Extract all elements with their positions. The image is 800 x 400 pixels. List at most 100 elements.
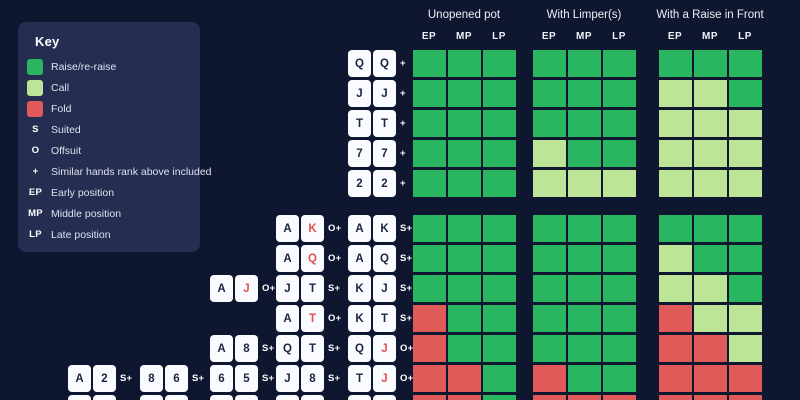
action-cell-raise (603, 275, 636, 302)
card: A (276, 305, 299, 332)
action-cell-raise (448, 50, 481, 77)
position-header: MP (702, 31, 718, 42)
key-symbol-item: LP Late position (27, 224, 190, 245)
action-cell-raise (413, 50, 446, 77)
key-symbol-item: EP Early position (27, 182, 190, 203)
card: A (68, 365, 91, 392)
key-legend: Raise/re-raise Call Fold (27, 56, 190, 119)
raise-swatch-icon (27, 58, 43, 75)
action-cell-fold (694, 395, 727, 400)
action-cell-raise (483, 305, 516, 332)
card: J (276, 275, 299, 302)
hand-suffix: + (400, 58, 406, 69)
action-cell-call (533, 170, 566, 197)
action-cell-raise (568, 275, 601, 302)
card: 6 (210, 365, 233, 392)
hand-suffix: S+ (192, 373, 205, 384)
action-cell-fold (413, 305, 446, 332)
action-cell-call (729, 305, 762, 332)
action-cell-raise (483, 275, 516, 302)
action-cell-raise (533, 245, 566, 272)
action-cell-call (533, 140, 566, 167)
action-cell-raise (568, 50, 601, 77)
card: 5 (235, 365, 258, 392)
action-cell-fold (694, 335, 727, 362)
action-cell-raise (603, 110, 636, 137)
action-cell-fold (533, 365, 566, 392)
position-header: EP (421, 31, 437, 42)
action-cell-raise (448, 275, 481, 302)
action-cell-raise (413, 275, 446, 302)
hand-suffix: O+ (328, 253, 342, 264)
action-cell-call (603, 170, 636, 197)
action-cell-fold (659, 305, 692, 332)
action-cell-raise (448, 245, 481, 272)
card: T (301, 305, 324, 332)
action-cell-raise (603, 305, 636, 332)
hand-suffix: + (400, 118, 406, 129)
action-cell-raise (729, 245, 762, 272)
action-cell-raise (533, 110, 566, 137)
hand-suffix: + (400, 148, 406, 159)
position-header: MP (576, 31, 592, 42)
card: A (348, 245, 371, 272)
card: J (373, 80, 396, 107)
symbol-abbreviation: O (31, 145, 40, 156)
card: T (301, 275, 324, 302)
action-cell-raise (729, 215, 762, 242)
card: T (373, 305, 396, 332)
action-cell-raise (483, 50, 516, 77)
hand-suffix: S+ (262, 343, 275, 354)
action-cell-call (659, 80, 692, 107)
action-cell-raise (603, 80, 636, 107)
key-panel: Key Raise/re-raise Call Fold S Suited O Offsu… (18, 22, 212, 252)
card (68, 395, 91, 400)
hand-suffix: S+ (328, 283, 341, 294)
card (165, 395, 188, 400)
action-cell-raise (568, 335, 601, 362)
action-cell-raise (568, 245, 601, 272)
symbol-label: Early position (51, 186, 115, 199)
card: T (301, 335, 324, 362)
symbol-abbreviation: MP (28, 208, 43, 219)
card: J (373, 275, 396, 302)
card: 8 (235, 335, 258, 362)
group-header: Unopened pot (427, 9, 501, 21)
card: Q (348, 50, 371, 77)
action-cell-fold (659, 365, 692, 392)
card: 8 (301, 365, 324, 392)
card: Q (348, 335, 371, 362)
symbol-abbreviation: LP (29, 229, 42, 240)
action-cell-raise (568, 140, 601, 167)
action-cell-raise (603, 245, 636, 272)
action-cell-raise (483, 395, 516, 400)
action-cell-call (659, 140, 692, 167)
action-cell-raise (533, 275, 566, 302)
hand-suffix: O+ (328, 313, 342, 324)
action-cell-raise (694, 245, 727, 272)
action-cell-raise (533, 215, 566, 242)
card (373, 395, 396, 400)
key-symbols: S Suited O Offsuit + Similar hands rank above… (27, 119, 211, 245)
action-cell-raise (729, 50, 762, 77)
symbol-label: Suited (51, 123, 81, 136)
card: T (373, 110, 396, 137)
call-swatch-icon (27, 79, 43, 96)
symbol-abbreviation: S (32, 124, 39, 135)
card: Q (276, 335, 299, 362)
position-header: EP (541, 31, 557, 42)
hand-suffix: O+ (328, 223, 342, 234)
action-cell-fold (533, 395, 566, 400)
action-cell-raise (533, 335, 566, 362)
hand-suffix: + (400, 178, 406, 189)
key-symbol-item: MP Middle position (27, 203, 190, 224)
card (93, 395, 116, 400)
card: J (373, 335, 396, 362)
action-cell-call (694, 110, 727, 137)
card: J (348, 80, 371, 107)
card: 2 (373, 170, 396, 197)
action-cell-raise (483, 140, 516, 167)
card: A (210, 335, 233, 362)
action-cell-raise (483, 110, 516, 137)
